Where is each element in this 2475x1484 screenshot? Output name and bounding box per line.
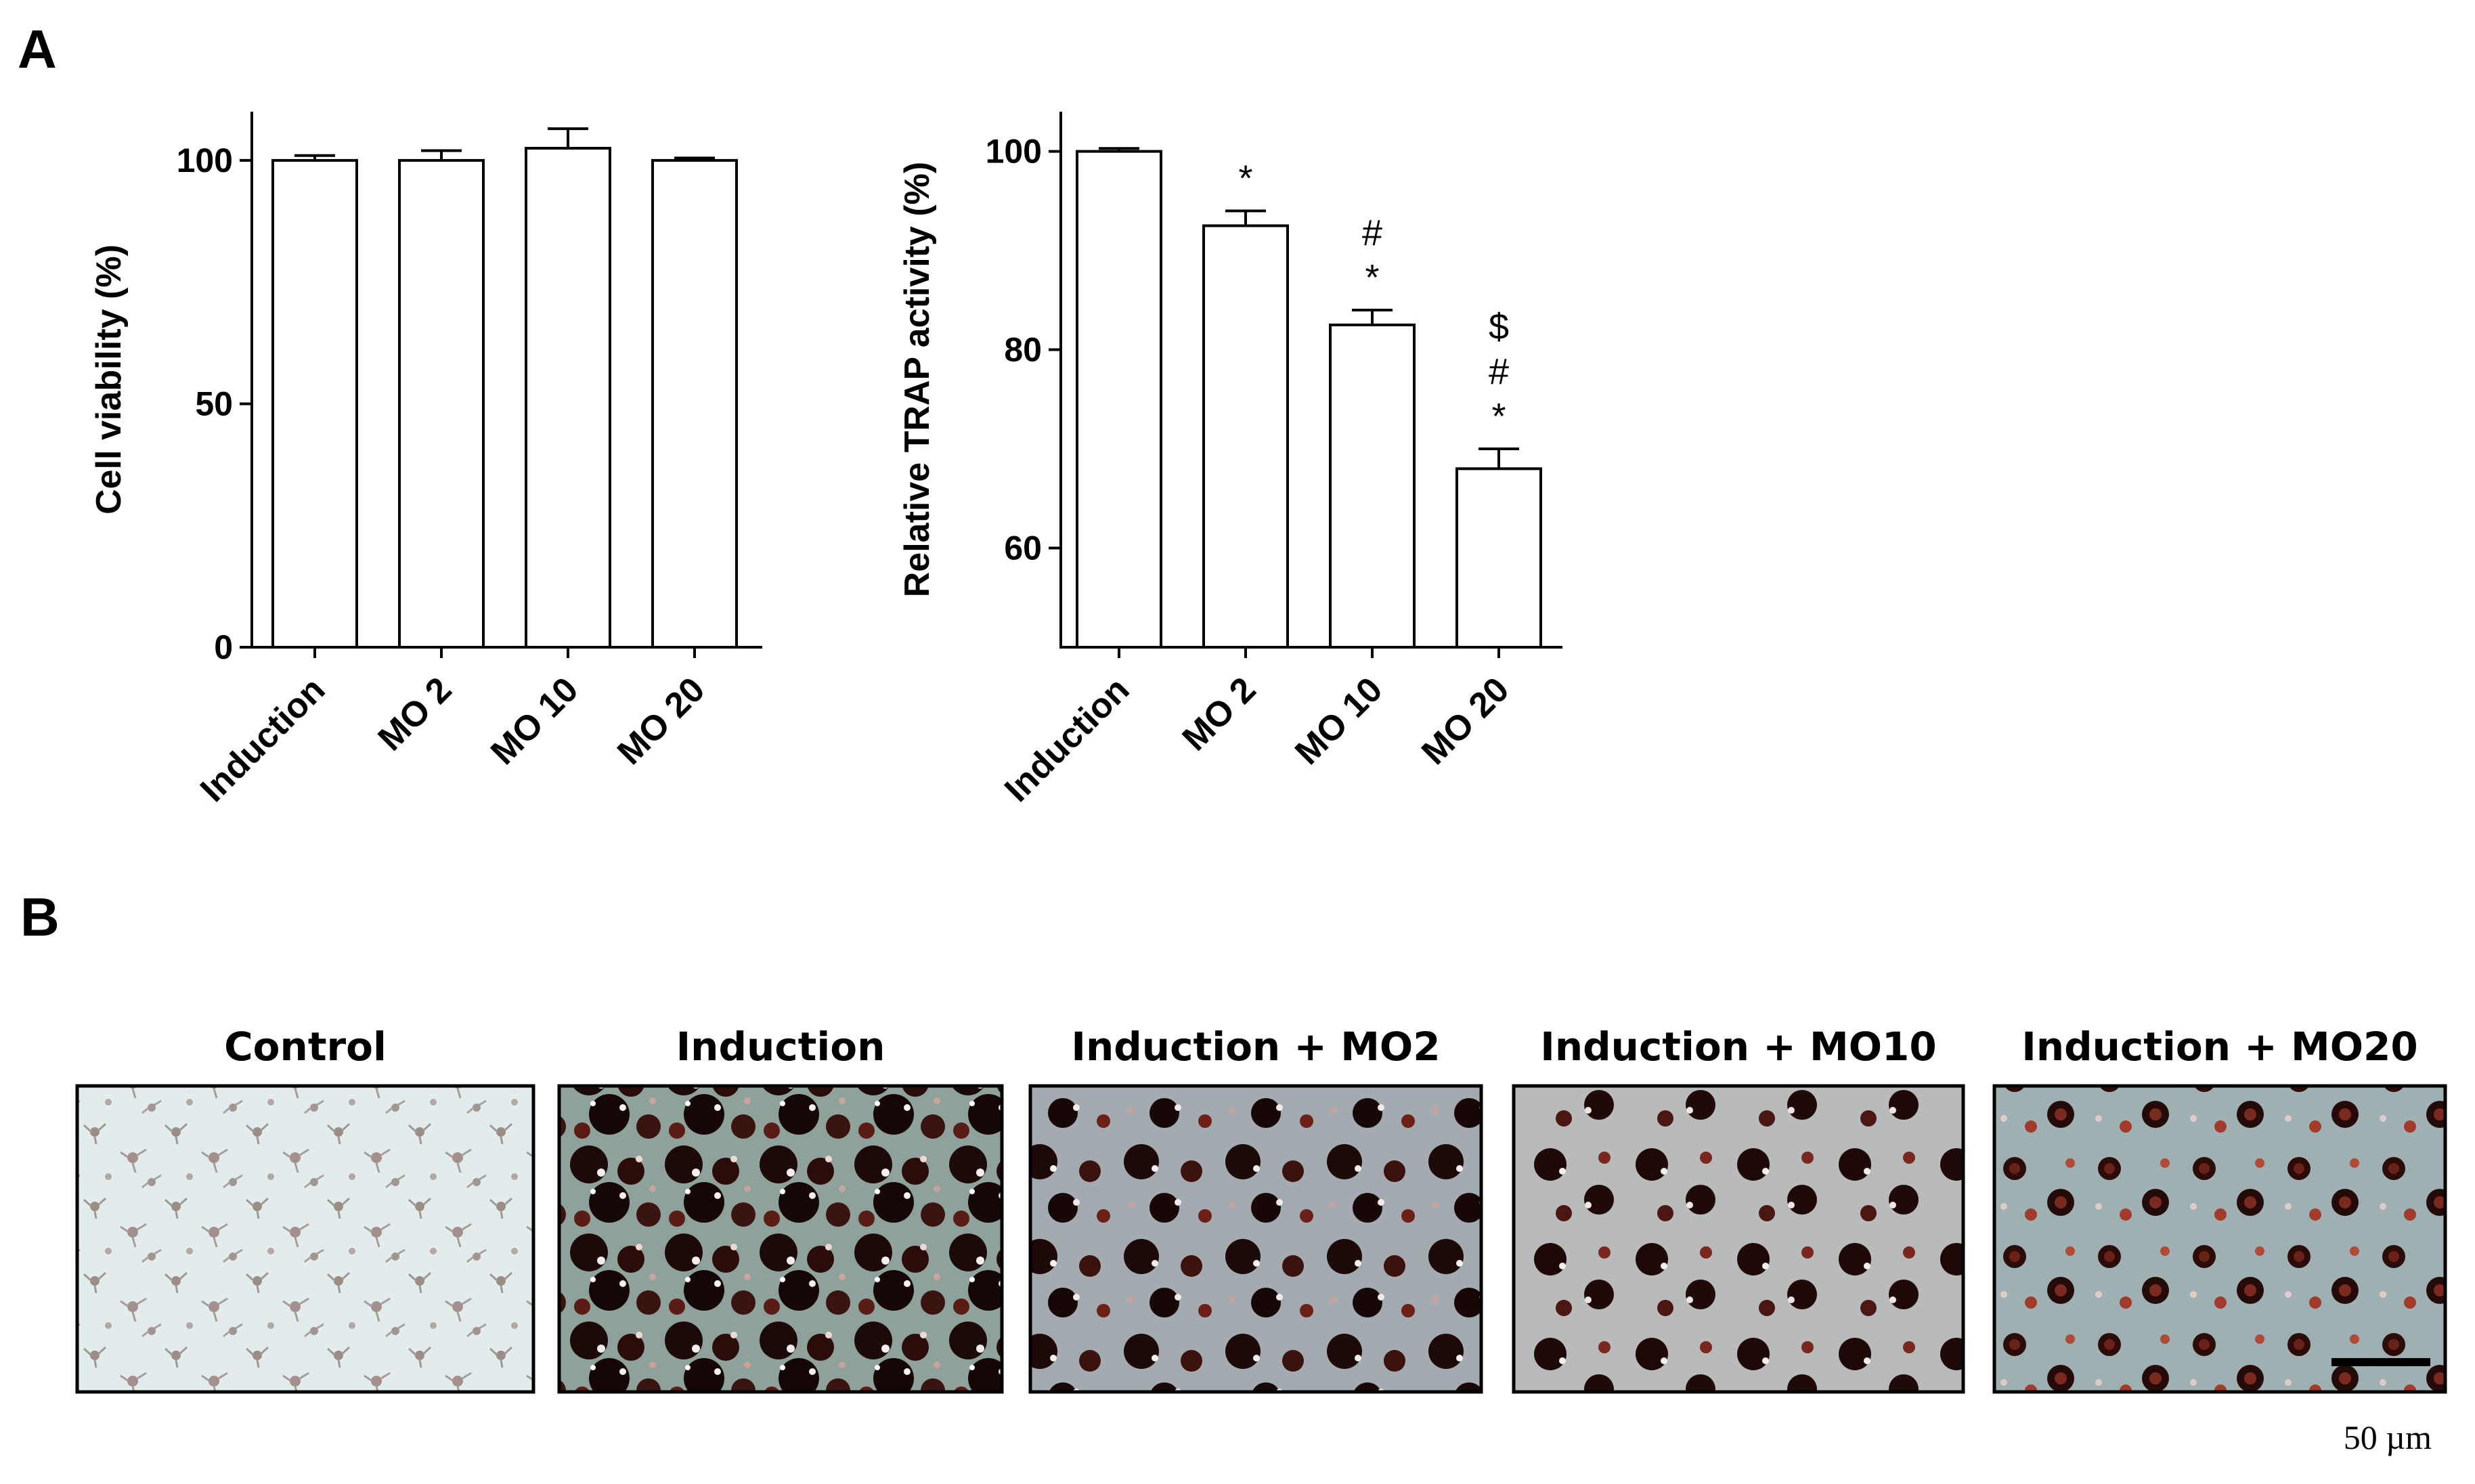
cell-viability-bar [398,158,485,649]
trap-activity-category-label: MO 10 [1288,670,1390,772]
cell-viability-category-label: MO 20 [610,670,712,772]
micrograph-title: Induction + MO10 [1540,1024,1937,1070]
trap-activity-y-tick-label: 60 [1004,529,1042,567]
trap-activity-bar [1202,224,1289,649]
trap-activity-significance-mark: # [1362,213,1382,253]
micrograph-image [1512,1084,1965,1394]
micrograph-title: Induction + MO2 [1071,1024,1440,1070]
micrograph-image [557,1084,1004,1394]
scale-bar-label: 50 µm [2344,1418,2432,1456]
cell-viability-bar [651,158,738,649]
scale-bar [2331,1358,2430,1366]
trap-activity-significance-mark: # [1489,351,1509,392]
cell-viability-y-axis-title: Cell viability (%) [89,244,129,515]
trap-activity-significance-mark: * [1238,158,1252,198]
trap-activity-significance-mark: $ [1489,307,1509,347]
trap-activity-y-tick-label: 100 [986,133,1042,171]
trap-activity-category-label: MO 20 [1414,670,1516,772]
cell-viability-y-tick-label: 0 [214,628,233,666]
micrograph-image [1992,1084,2447,1394]
micrograph-title: Induction [676,1024,885,1070]
trap-activity-category-label: MO 2 [1175,670,1264,758]
micrograph-row: Control Induction Induction + MO2 Induction… [75,1024,2447,1394]
cell-viability-chart: Cell viability (%) 0 50 100 Induction MO 2 MO … [89,112,762,810]
cell-viability-bar [525,146,611,649]
cell-viability-category-label: Induction [193,670,332,809]
cell-viability-category-label: MO 2 [371,670,460,758]
micrograph-image [75,1084,535,1394]
cell-viability-category-label: MO 10 [483,670,586,772]
trap-activity-significance-mark: * [1365,257,1379,298]
micrograph-image [1028,1084,1483,1394]
trap-activity-significance-mark: * [1491,396,1506,437]
trap-activity-chart: Relative TRAP activity (%) 60 80 100 Inducti… [898,112,1562,810]
trap-activity-y-axis-title: Relative TRAP activity (%) [898,162,937,597]
micrograph-title: Induction + MO20 [2021,1024,2418,1070]
cell-viability-bar [271,158,358,649]
trap-activity-bar [1076,150,1162,649]
cell-viability-y-tick-label: 50 [195,385,233,422]
trap-activity-bar [1329,323,1416,649]
panel-label-b: B [20,887,60,947]
cell-viability-y-tick-label: 100 [177,141,233,179]
panel-label-a: A [18,19,57,79]
trap-activity-category-label: Induction [997,670,1137,809]
micrograph-title: Control [224,1024,387,1070]
trap-activity-bar [1455,467,1542,649]
trap-activity-y-tick-label: 80 [1004,331,1042,369]
